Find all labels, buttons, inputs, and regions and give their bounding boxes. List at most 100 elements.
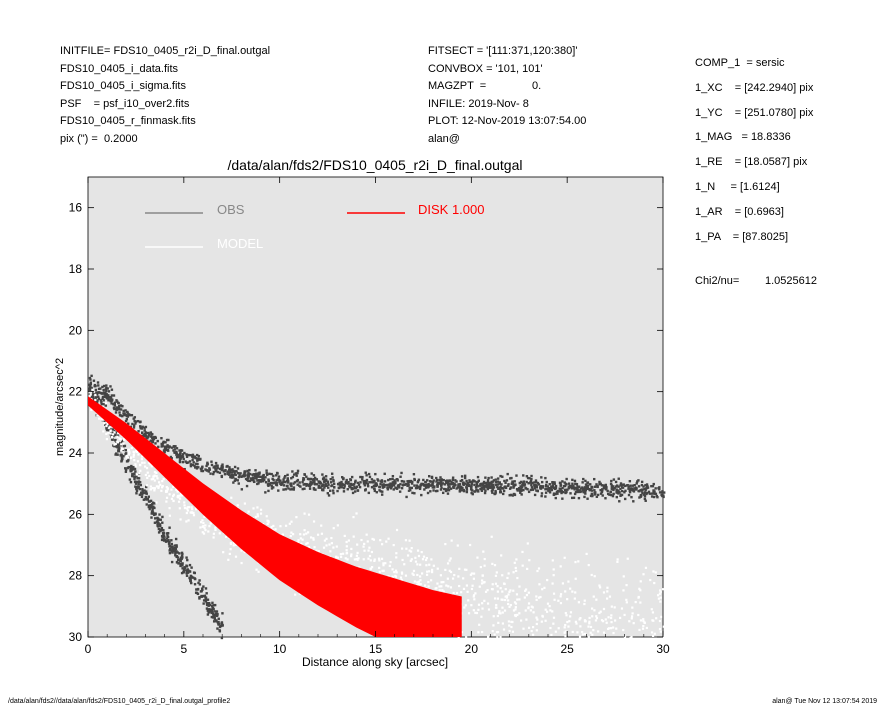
obs-point: [145, 492, 148, 495]
obs-point: [205, 601, 209, 605]
obs-point: [396, 477, 399, 481]
x-tick-label: 30: [656, 642, 670, 656]
model-point: [613, 606, 616, 609]
model-point: [134, 463, 137, 466]
obs-point: [267, 478, 270, 481]
model-point: [573, 597, 576, 600]
model-point: [208, 525, 211, 528]
obs-point: [468, 480, 471, 484]
obs-point: [168, 547, 172, 551]
model-point: [371, 537, 374, 541]
obs-point: [481, 482, 484, 485]
obs-point: [264, 491, 267, 494]
obs-point: [185, 461, 189, 465]
obs-point: [119, 404, 123, 407]
obs-point: [496, 485, 499, 489]
obs-point: [436, 483, 439, 486]
obs-point: [111, 398, 114, 401]
model-point: [183, 507, 187, 510]
obs-point: [96, 399, 99, 402]
obs-point: [156, 525, 160, 528]
model-point: [270, 525, 273, 529]
obs-point: [433, 485, 436, 488]
obs-point: [506, 472, 509, 476]
obs-point: [132, 466, 135, 469]
obs-point: [658, 491, 662, 494]
obs-point: [540, 480, 544, 484]
obs-point: [366, 482, 370, 486]
obs-point: [424, 483, 427, 487]
obs-point: [439, 488, 443, 491]
obs-point: [457, 484, 460, 488]
model-point: [149, 488, 152, 491]
model-point: [552, 622, 555, 625]
obs-point: [217, 623, 221, 626]
obs-point: [116, 453, 119, 456]
model-point: [380, 543, 384, 546]
model-point: [631, 606, 634, 609]
model-point: [469, 543, 472, 547]
model-point: [325, 537, 328, 540]
obs-point: [137, 482, 140, 486]
obs-point: [121, 457, 124, 460]
model-point: [212, 532, 215, 535]
model-point: [411, 572, 414, 575]
obs-point: [650, 495, 654, 498]
model-point: [625, 598, 628, 601]
obs-point: [455, 480, 458, 483]
obs-point: [88, 376, 92, 380]
model-point: [563, 626, 566, 629]
obs-point: [481, 484, 484, 487]
model-point: [165, 500, 168, 503]
model-point: [404, 539, 408, 542]
obs-point: [152, 513, 156, 517]
model-point: [591, 633, 594, 636]
header-left: INITFILE= FDS10_0405_r2i_D_final.outgal …: [60, 43, 270, 148]
model-point: [578, 618, 581, 621]
obs-point: [190, 566, 193, 569]
model-point: [507, 593, 510, 596]
model-point: [113, 431, 116, 434]
obs-point: [552, 492, 556, 495]
model-point: [471, 584, 474, 587]
obs-point: [449, 483, 452, 486]
header-mid: FITSECT = '[111:371,120:380]' CONVBOX = …: [428, 43, 586, 148]
model-point: [470, 604, 473, 607]
obs-point: [431, 486, 434, 489]
obs-point: [495, 480, 498, 484]
model-point: [579, 617, 582, 620]
model-point: [492, 624, 495, 627]
obs-point: [303, 473, 306, 476]
obs-point: [520, 480, 523, 484]
obs-point: [209, 472, 212, 475]
obs-point: [169, 455, 173, 459]
obs-point: [296, 483, 299, 486]
model-point: [255, 568, 258, 571]
obs-point: [452, 486, 455, 489]
obs-point: [154, 517, 157, 520]
model-point: [496, 614, 499, 618]
model-point: [317, 550, 320, 553]
obs-point: [331, 476, 334, 479]
obs-point: [89, 388, 92, 392]
obs-point: [229, 474, 232, 477]
obs-point: [151, 510, 154, 514]
model-point: [634, 600, 637, 604]
obs-point: [604, 488, 608, 491]
obs-point: [185, 556, 188, 559]
obs-point: [599, 488, 602, 492]
model-point: [592, 629, 595, 632]
obs-point: [320, 485, 324, 488]
obs-point: [124, 468, 128, 471]
obs-point: [645, 483, 649, 486]
model-point: [368, 546, 371, 549]
model-point: [259, 512, 263, 515]
model-point: [610, 627, 613, 630]
obs-point: [107, 399, 110, 402]
obs-point: [230, 468, 234, 472]
obs-point: [571, 482, 574, 485]
obs-point: [234, 478, 238, 481]
obs-point: [550, 486, 553, 489]
model-point: [432, 564, 435, 567]
model-point: [514, 602, 518, 605]
